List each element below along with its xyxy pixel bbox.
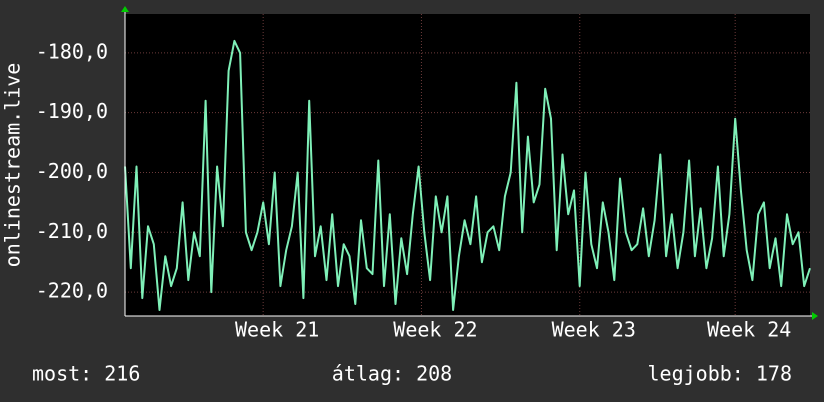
y-tick-label: -180,0 <box>36 39 108 63</box>
x-tick-label: Week 24 <box>707 318 791 342</box>
x-tick-label: Week 22 <box>393 318 477 342</box>
x-tick-label: Week 23 <box>552 318 636 342</box>
y-tick-label: -210,0 <box>36 219 108 243</box>
plot <box>124 39 811 311</box>
x-tick-label: Week 21 <box>235 318 319 342</box>
legend-text: most: 216 <box>32 362 140 386</box>
y-tick-label: -190,0 <box>36 99 108 123</box>
data-line <box>124 39 811 311</box>
y-tick-label: -220,0 <box>36 279 108 303</box>
y-tick-label: -200,0 <box>36 159 108 183</box>
y-axis-label: onlinestream.live <box>1 63 25 268</box>
legend-text: legjobb: 178 <box>648 362 793 386</box>
plot-area <box>125 14 810 316</box>
x-arrow <box>812 312 818 320</box>
y-arrow <box>121 6 129 12</box>
legend-text: átlag: 208 <box>332 362 452 386</box>
